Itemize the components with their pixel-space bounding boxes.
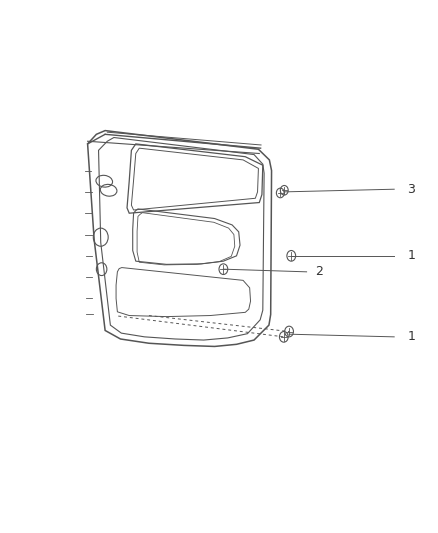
Text: 1: 1: [407, 249, 415, 262]
Text: 2: 2: [315, 265, 323, 278]
Text: 1: 1: [407, 330, 415, 343]
Text: 3: 3: [407, 183, 415, 196]
